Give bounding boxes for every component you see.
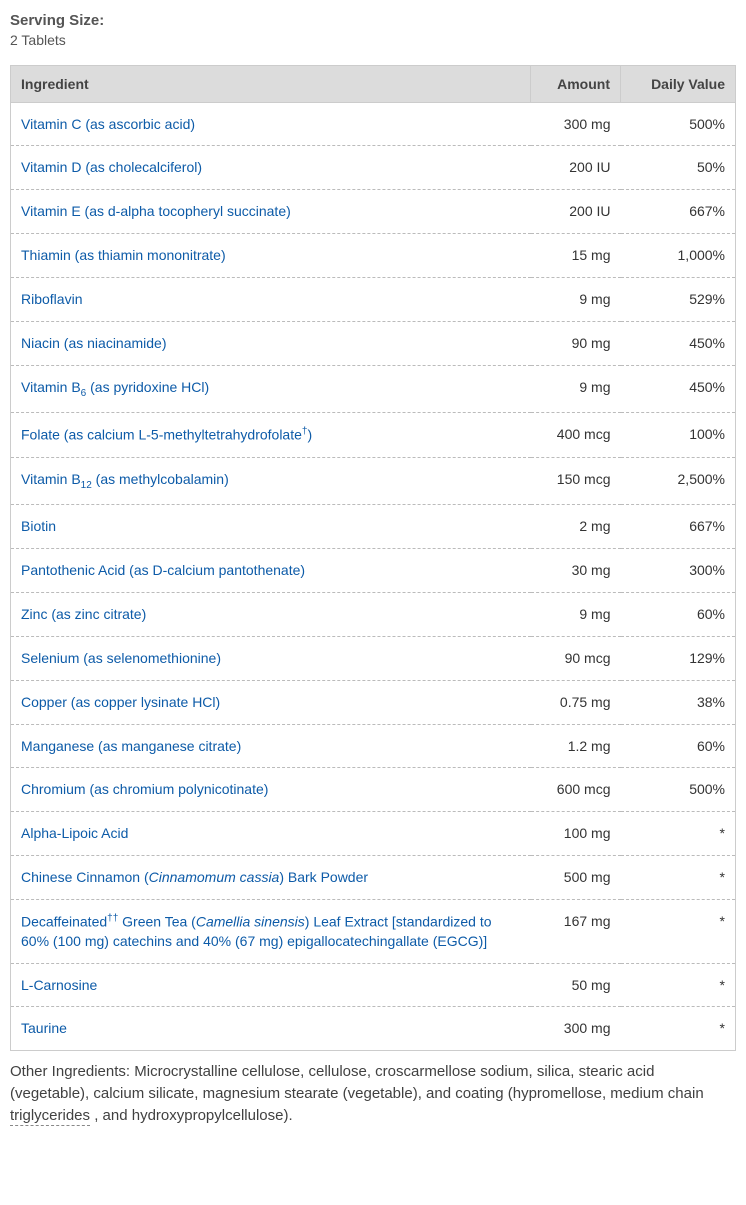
ingredient-amount: 90 mcg	[531, 636, 621, 680]
ingredient-amount: 1.2 mg	[531, 724, 621, 768]
ingredient-name[interactable]: Vitamin B12 (as methylcobalamin)	[11, 457, 531, 504]
ingredient-name[interactable]: Manganese (as manganese citrate)	[11, 724, 531, 768]
other-ingredients: Other Ingredients: Microcrystalline cell…	[10, 1061, 736, 1126]
ingredient-amount: 9 mg	[531, 592, 621, 636]
table-row: Decaffeinated†† Green Tea (Camellia sine…	[11, 900, 736, 963]
ingredient-dv: 1,000%	[621, 234, 736, 278]
ingredient-amount: 0.75 mg	[531, 680, 621, 724]
ingredient-amount: 400 mcg	[531, 413, 621, 458]
ingredient-dv: 100%	[621, 413, 736, 458]
table-header-row: Ingredient Amount Daily Value	[11, 65, 736, 102]
col-header-ingredient: Ingredient	[11, 65, 531, 102]
ingredient-dv: 667%	[621, 190, 736, 234]
ingredient-amount: 300 mg	[531, 102, 621, 146]
ingredient-amount: 150 mcg	[531, 457, 621, 504]
ingredient-amount: 30 mg	[531, 548, 621, 592]
ingredient-name[interactable]: Riboflavin	[11, 278, 531, 322]
table-row: Manganese (as manganese citrate)1.2 mg60…	[11, 724, 736, 768]
ingredient-name[interactable]: Vitamin B6 (as pyridoxine HCl)	[11, 365, 531, 412]
ingredient-dv: 450%	[621, 322, 736, 366]
ingredient-dv: 2,500%	[621, 457, 736, 504]
col-header-amount: Amount	[531, 65, 621, 102]
ingredient-amount: 500 mg	[531, 856, 621, 900]
table-row: Selenium (as selenomethionine)90 mcg129%	[11, 636, 736, 680]
ingredient-name[interactable]: Pantothenic Acid (as D-calcium pantothen…	[11, 548, 531, 592]
ingredient-dv: 500%	[621, 102, 736, 146]
ingredient-name[interactable]: Vitamin D (as cholecalciferol)	[11, 146, 531, 190]
col-header-dv: Daily Value	[621, 65, 736, 102]
ingredient-amount: 200 IU	[531, 190, 621, 234]
ingredient-amount: 167 mg	[531, 900, 621, 963]
table-row: Thiamin (as thiamin mononitrate)15 mg1,0…	[11, 234, 736, 278]
ingredient-name[interactable]: Chromium (as chromium polynicotinate)	[11, 768, 531, 812]
ingredient-dv: 300%	[621, 548, 736, 592]
ingredients-table: Ingredient Amount Daily Value Vitamin C …	[10, 65, 736, 1052]
ingredient-name[interactable]: Niacin (as niacinamide)	[11, 322, 531, 366]
ingredient-dv: *	[621, 856, 736, 900]
ingredient-name[interactable]: Selenium (as selenomethionine)	[11, 636, 531, 680]
ingredient-amount: 300 mg	[531, 1007, 621, 1051]
ingredient-name[interactable]: Vitamin C (as ascorbic acid)	[11, 102, 531, 146]
table-row: Vitamin B12 (as methylcobalamin)150 mcg2…	[11, 457, 736, 504]
ingredient-dv: 60%	[621, 592, 736, 636]
table-row: L-Carnosine50 mg*	[11, 963, 736, 1007]
ingredient-dv: 529%	[621, 278, 736, 322]
table-row: Copper (as copper lysinate HCl)0.75 mg38…	[11, 680, 736, 724]
ingredient-name[interactable]: Folate (as calcium L-5-methyltetrahydrof…	[11, 413, 531, 458]
table-body: Vitamin C (as ascorbic acid)300 mg500%Vi…	[11, 102, 736, 1051]
table-row: Niacin (as niacinamide)90 mg450%	[11, 322, 736, 366]
table-row: Pantothenic Acid (as D-calcium pantothen…	[11, 548, 736, 592]
table-row: Chinese Cinnamon (Cinnamomum cassia) Bar…	[11, 856, 736, 900]
ingredient-amount: 9 mg	[531, 278, 621, 322]
table-row: Alpha-Lipoic Acid100 mg*	[11, 812, 736, 856]
ingredient-name[interactable]: Taurine	[11, 1007, 531, 1051]
table-row: Vitamin E (as d-alpha tocopheryl succina…	[11, 190, 736, 234]
ingredient-name[interactable]: Decaffeinated†† Green Tea (Camellia sine…	[11, 900, 531, 963]
ingredient-amount: 50 mg	[531, 963, 621, 1007]
serving-size-label: Serving Size:	[10, 10, 736, 31]
table-row: Vitamin B6 (as pyridoxine HCl)9 mg450%	[11, 365, 736, 412]
table-row: Zinc (as zinc citrate)9 mg60%	[11, 592, 736, 636]
table-row: Taurine300 mg*	[11, 1007, 736, 1051]
ingredient-name[interactable]: Alpha-Lipoic Acid	[11, 812, 531, 856]
table-row: Chromium (as chromium polynicotinate)600…	[11, 768, 736, 812]
table-row: Biotin2 mg667%	[11, 505, 736, 549]
other-ingredients-label: Other Ingredients:	[10, 1063, 130, 1080]
table-row: Riboflavin9 mg529%	[11, 278, 736, 322]
ingredient-amount: 90 mg	[531, 322, 621, 366]
ingredient-amount: 600 mcg	[531, 768, 621, 812]
ingredient-dv: 50%	[621, 146, 736, 190]
ingredient-name[interactable]: Biotin	[11, 505, 531, 549]
ingredient-dv: *	[621, 963, 736, 1007]
ingredient-dv: *	[621, 900, 736, 963]
ingredient-amount: 15 mg	[531, 234, 621, 278]
ingredient-amount: 200 IU	[531, 146, 621, 190]
table-row: Folate (as calcium L-5-methyltetrahydrof…	[11, 413, 736, 458]
ingredient-dv: 38%	[621, 680, 736, 724]
ingredient-dv: 129%	[621, 636, 736, 680]
ingredient-name[interactable]: Vitamin E (as d-alpha tocopheryl succina…	[11, 190, 531, 234]
ingredient-name[interactable]: Copper (as copper lysinate HCl)	[11, 680, 531, 724]
table-row: Vitamin C (as ascorbic acid)300 mg500%	[11, 102, 736, 146]
ingredient-name[interactable]: Zinc (as zinc citrate)	[11, 592, 531, 636]
ingredient-amount: 2 mg	[531, 505, 621, 549]
ingredient-name[interactable]: Chinese Cinnamon (Cinnamomum cassia) Bar…	[11, 856, 531, 900]
ingredient-name[interactable]: Thiamin (as thiamin mononitrate)	[11, 234, 531, 278]
serving-size-block: Serving Size: 2 Tablets	[10, 10, 736, 51]
ingredient-dv: 500%	[621, 768, 736, 812]
ingredient-dv: 60%	[621, 724, 736, 768]
ingredient-dv: 667%	[621, 505, 736, 549]
ingredient-name[interactable]: L-Carnosine	[11, 963, 531, 1007]
ingredient-dv: *	[621, 812, 736, 856]
serving-size-value: 2 Tablets	[10, 31, 736, 51]
table-row: Vitamin D (as cholecalciferol)200 IU50%	[11, 146, 736, 190]
ingredient-dv: 450%	[621, 365, 736, 412]
ingredient-dv: *	[621, 1007, 736, 1051]
ingredient-amount: 100 mg	[531, 812, 621, 856]
ingredient-amount: 9 mg	[531, 365, 621, 412]
